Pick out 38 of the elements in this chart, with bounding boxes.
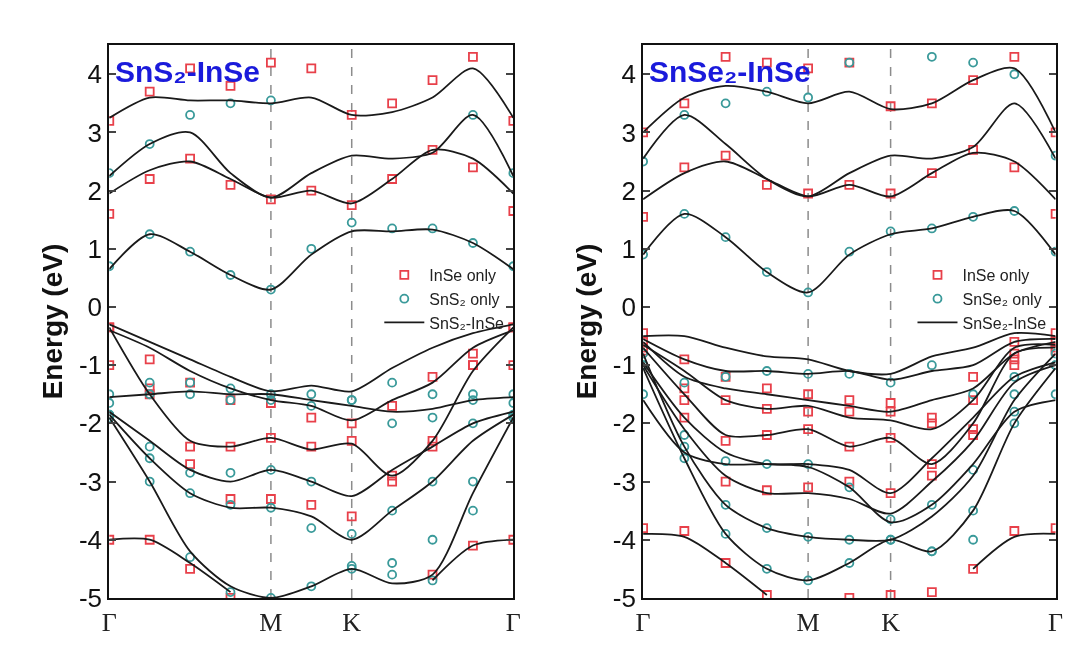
y-tick-label: -2: [78, 408, 103, 439]
y-axis-title: Energy (eV): [570, 243, 602, 400]
y-tick-label: 0: [621, 292, 636, 323]
x-tick-label: Γ: [101, 608, 117, 638]
x-tick-label: M: [259, 608, 283, 638]
legend-label: InSe only: [429, 267, 497, 285]
y-tick-label: 1: [621, 233, 636, 264]
x-tick-label: Γ: [635, 608, 651, 638]
y-tick-label: -1: [78, 350, 103, 381]
x-tick-label: K: [881, 608, 901, 638]
y-tick-label: -3: [612, 466, 636, 497]
legend-label: InSe only: [962, 267, 1030, 285]
y-tick-label: 2: [621, 175, 636, 206]
chart-title: SnSe₂-InSe: [649, 55, 811, 88]
chart-title: SnS₂-InSe: [115, 55, 261, 88]
y-tick-label: -3: [78, 466, 103, 497]
legend-label: SnS₂ only: [429, 290, 500, 308]
y-tick-label: -4: [612, 524, 636, 555]
y-tick-label: 2: [87, 175, 103, 206]
y-tick-label: 3: [87, 117, 103, 148]
legend-label: SnS₂-InSe: [429, 314, 505, 332]
y-tick-label: -4: [78, 524, 103, 555]
y-tick-label: 1: [87, 233, 103, 264]
y-tick-label: -2: [612, 408, 636, 439]
x-tick-label: Γ: [1048, 608, 1064, 638]
x-tick-label: K: [342, 608, 362, 638]
y-tick-label: 4: [621, 59, 636, 90]
y-tick-label: 3: [621, 117, 636, 148]
y-tick-label: -5: [612, 583, 636, 614]
y-tick-label: 4: [87, 59, 103, 90]
y-tick-label: -1: [612, 350, 636, 381]
y-tick-label: -5: [78, 583, 103, 614]
y-tick-label: 0: [87, 292, 103, 323]
x-tick-label: Γ: [505, 608, 521, 638]
x-tick-label: M: [796, 608, 820, 638]
legend-label: SnSe₂ only: [962, 290, 1042, 308]
y-axis-title: Energy (eV): [37, 243, 69, 400]
legend-label: SnSe₂-InSe: [962, 314, 1047, 332]
